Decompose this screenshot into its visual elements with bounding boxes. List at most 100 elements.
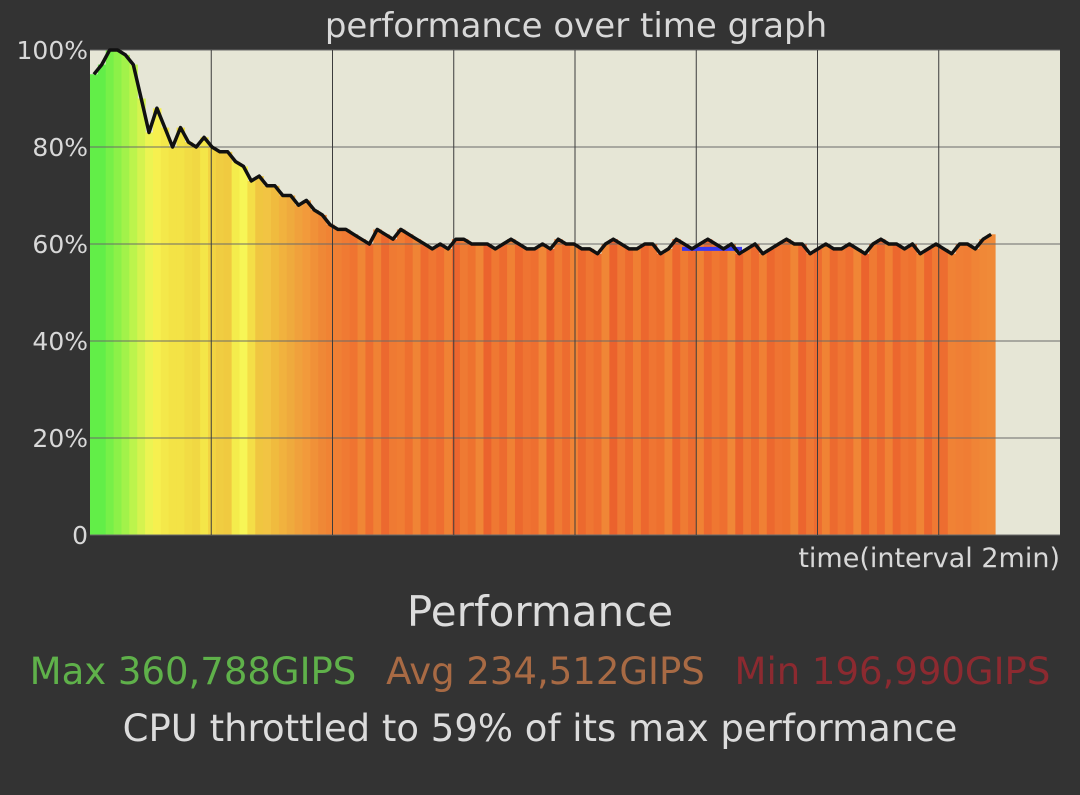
heat-strip	[861, 253, 870, 535]
min-stat: Min 196,990GIPS	[734, 650, 1051, 693]
heat-strip	[522, 248, 532, 535]
heat-strip	[790, 244, 799, 535]
heat-strip	[695, 244, 705, 535]
heat-strip	[152, 108, 162, 535]
heat-strip	[105, 50, 115, 535]
heat-strip	[491, 248, 500, 535]
heat-strip	[585, 248, 595, 535]
stats-line: Max 360,788GIPS Avg 234,512GIPS Min 196,…	[0, 646, 1080, 698]
heat-strip	[215, 151, 225, 535]
heat-strip	[939, 248, 949, 535]
heat-strip	[703, 239, 713, 535]
performance-chart: performance over time graph 0 20% 40% 60% 80…	[17, 6, 1060, 574]
performance-heading: Performance	[406, 587, 674, 636]
heat-strip	[774, 244, 784, 535]
throttle-message: CPU throttled to 59% of its max performa…	[122, 707, 958, 750]
heat-strip	[310, 210, 319, 536]
heat-strip	[766, 248, 776, 535]
heat-strip	[609, 239, 618, 535]
heat-strip	[829, 248, 839, 535]
y-tick-label: 20%	[32, 424, 88, 453]
heat-strip	[428, 248, 437, 535]
y-tick-label: 40%	[32, 327, 88, 356]
heat-strip	[869, 244, 878, 535]
y-tick-label: 80%	[32, 133, 88, 162]
heat-strip	[640, 244, 650, 535]
heat-strip	[475, 244, 485, 535]
heat-strip	[821, 244, 831, 535]
heat-strip	[326, 224, 335, 535]
heat-strip	[137, 98, 146, 535]
heat-strip	[184, 142, 193, 535]
heat-strip	[758, 253, 768, 535]
y-tick-label: 60%	[32, 230, 88, 259]
heat-strip	[286, 195, 296, 535]
heat-strip	[530, 248, 540, 535]
heat-strip	[200, 137, 209, 536]
heat-strip	[633, 248, 642, 535]
heat-strip	[711, 244, 721, 535]
heat-strip	[570, 244, 579, 535]
heat-strip	[932, 244, 941, 535]
heat-strip	[389, 239, 398, 535]
chart-title: performance over time graph	[325, 6, 827, 46]
heat-strip	[900, 248, 910, 535]
heat-strip	[294, 205, 304, 535]
heat-strip	[648, 244, 658, 535]
heat-strip	[420, 244, 429, 535]
heat-strip	[743, 248, 752, 535]
heat-strip	[404, 234, 414, 536]
heat-strip	[263, 185, 272, 536]
heat-strip	[672, 239, 681, 535]
heat-strip	[255, 176, 264, 535]
heat-strip	[341, 229, 351, 535]
heat-strip	[577, 248, 587, 535]
heat-strip	[554, 239, 563, 535]
heat-strip	[452, 239, 461, 535]
x-axis-label: time(interval 2min)	[798, 543, 1060, 574]
heat-strip	[373, 229, 382, 535]
heat-strip	[987, 234, 996, 536]
heat-strip	[837, 248, 847, 535]
heat-strip	[735, 253, 744, 535]
heat-strip	[357, 239, 367, 535]
heat-strip	[436, 244, 445, 535]
heat-strip	[145, 132, 154, 535]
heat-strip	[318, 214, 327, 535]
heat-strip	[955, 244, 965, 535]
heat-strip	[680, 244, 689, 535]
heat-strip	[916, 253, 925, 535]
heat-strip	[971, 248, 980, 535]
heat-strip	[814, 248, 823, 535]
heat-strip	[349, 234, 359, 536]
heat-strip	[884, 244, 894, 535]
heat-strip	[507, 239, 516, 535]
heat-strip	[963, 244, 972, 535]
heat-strip	[727, 244, 736, 535]
heat-strip	[562, 244, 571, 535]
heat-strip	[302, 200, 311, 535]
y-tick-labels: 0 20% 40% 60% 80% 100%	[17, 36, 88, 550]
heat-strip	[97, 64, 107, 536]
heat-strip	[467, 244, 477, 535]
heat-strip	[601, 244, 610, 535]
heat-strip	[483, 244, 492, 535]
heat-strip	[845, 244, 854, 535]
heat-strip	[223, 151, 233, 535]
heat-strip	[412, 239, 422, 535]
heat-strip	[688, 248, 697, 535]
avg-stat: Avg 234,512GIPS	[386, 650, 705, 693]
heat-strip	[176, 127, 186, 535]
heat-strip	[798, 244, 807, 535]
heat-strip	[656, 253, 666, 535]
heat-strip	[719, 248, 729, 535]
heat-strip	[231, 161, 241, 536]
heat-strip	[365, 244, 374, 535]
performance-line	[92, 48, 993, 256]
heat-strip	[247, 180, 256, 535]
heat-strip	[278, 195, 288, 535]
y-tick-label: 100%	[17, 36, 88, 65]
heat-strip	[979, 239, 988, 535]
heat-strip	[625, 248, 634, 535]
heat-strip	[333, 229, 343, 535]
